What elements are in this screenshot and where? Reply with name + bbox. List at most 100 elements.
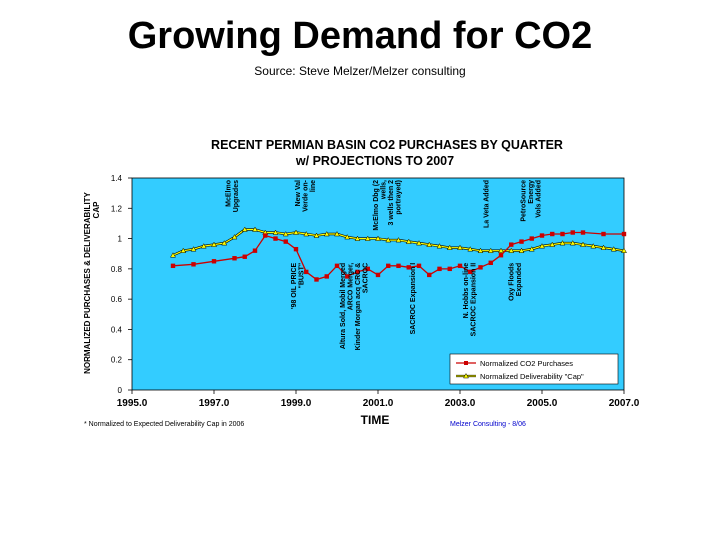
purchases-point bbox=[232, 256, 237, 261]
y-tick-label: 1 bbox=[118, 235, 123, 244]
purchases-point bbox=[386, 263, 391, 269]
deliverability-point bbox=[518, 247, 525, 253]
deliverability-point bbox=[487, 247, 494, 253]
annotation-label: '98 OIL PRICE bbox=[291, 262, 298, 309]
deliverability-point bbox=[569, 240, 576, 246]
deliverability-point bbox=[426, 241, 433, 247]
deliverability-point bbox=[580, 241, 586, 247]
deliverability-point bbox=[272, 229, 279, 235]
annotation-label: Kinder Morgan acq CRC & bbox=[355, 263, 362, 351]
y-tick-label: 0.6 bbox=[111, 295, 123, 304]
purchases-point bbox=[345, 274, 350, 279]
deliverability-point bbox=[344, 234, 351, 240]
deliverability-point bbox=[436, 243, 443, 249]
purchases-point bbox=[427, 272, 432, 278]
deliverability-point bbox=[446, 244, 453, 250]
y-axis-label-line2: CAP bbox=[92, 201, 101, 219]
co2-purchases-chart: RECENT PERMIAN BASIN CO2 PURCHASES BY QU… bbox=[83, 138, 640, 428]
purchases-point bbox=[252, 248, 258, 253]
annotation-label: Oxy Floods bbox=[508, 263, 515, 301]
y-tick-label: 0 bbox=[118, 386, 123, 395]
deliverability-point bbox=[600, 244, 607, 250]
x-tick-label: 2007.0 bbox=[609, 398, 640, 409]
chart-title-line2: w/ PROJECTIONS TO 2007 bbox=[295, 154, 454, 168]
deliverability-point bbox=[528, 246, 535, 252]
chart-frame: RECENT PERMIAN BASIN CO2 PURCHASES BY QU… bbox=[70, 128, 651, 430]
purchases-point bbox=[437, 266, 442, 272]
deliverability-point bbox=[211, 241, 217, 247]
annotation-label: line bbox=[310, 180, 317, 192]
footnote-right: Melzer Consulting - 8/06 bbox=[450, 421, 526, 428]
legend-box bbox=[449, 353, 619, 385]
deliverability-point bbox=[323, 231, 330, 237]
purchases-point bbox=[570, 230, 575, 235]
deliverability-point bbox=[170, 252, 176, 258]
deliverability-point bbox=[559, 240, 566, 246]
deliverability-point bbox=[282, 231, 289, 237]
purchases-point bbox=[457, 263, 463, 269]
purchases-point bbox=[283, 239, 288, 244]
purchases-point bbox=[601, 231, 606, 237]
footnote-left: * Normalized to Expected Deliverability … bbox=[84, 421, 244, 428]
annotation-label: portrayed) bbox=[396, 180, 403, 215]
purchases-point bbox=[375, 272, 381, 278]
deliverability-point bbox=[621, 247, 627, 253]
annotation-label: Altura Sold, Mobil Merged bbox=[340, 263, 347, 349]
purchases-point bbox=[273, 236, 278, 241]
y-tick-label: 0.4 bbox=[111, 325, 123, 334]
purchases-point bbox=[416, 263, 422, 269]
legend-purchases-label: Normalized CO2 Purchases bbox=[480, 359, 573, 368]
legend-deliverability-label: Normalized Deliverability "Cap" bbox=[480, 372, 584, 381]
deliverability-point bbox=[200, 243, 207, 249]
purchases-point bbox=[560, 231, 565, 237]
annotation-label: N. Hobbs on-line bbox=[463, 263, 470, 319]
annotation-label: 3 wells then 2 bbox=[388, 180, 395, 226]
deliverability-point bbox=[610, 246, 617, 252]
purchases-point bbox=[242, 254, 247, 259]
purchases-point bbox=[529, 236, 534, 241]
y-tick-label: 0.8 bbox=[111, 265, 123, 274]
deliverability-point bbox=[221, 240, 228, 246]
purchases-point bbox=[447, 266, 452, 272]
purchases-point bbox=[191, 262, 196, 267]
annotation-label: Expanded bbox=[516, 263, 523, 296]
annotation-label: ARCO Merger, bbox=[348, 263, 355, 311]
purchases-point bbox=[355, 269, 360, 275]
annotation-label: SACROC Expansion II bbox=[471, 263, 478, 337]
deliverability-point bbox=[303, 231, 310, 237]
annotation-label: Vols Added bbox=[536, 180, 543, 218]
deliverability-point bbox=[231, 234, 238, 240]
deliverability-point bbox=[354, 235, 361, 241]
deliverability-point bbox=[385, 237, 392, 243]
deliverability-point bbox=[416, 240, 422, 246]
x-tick-label: 2003.0 bbox=[445, 398, 476, 409]
x-axis-label: TIME bbox=[361, 413, 390, 427]
deliverability-point bbox=[252, 226, 258, 232]
annotation-label: La Veta Added bbox=[484, 180, 491, 228]
purchases-point bbox=[365, 266, 370, 272]
deliverability-point bbox=[313, 232, 320, 238]
x-tick-label: 1997.0 bbox=[199, 398, 230, 409]
purchases-point bbox=[468, 269, 473, 275]
annotation-label: wells, bbox=[381, 180, 388, 200]
deliverability-point bbox=[190, 246, 197, 252]
annotation-label: PetroSource bbox=[521, 180, 528, 222]
x-tick-label: 1995.0 bbox=[117, 398, 148, 409]
deliverability-point bbox=[395, 237, 402, 243]
slide-subtitle: Source: Steve Melzer/Melzer consulting bbox=[254, 64, 466, 78]
y-tick-label: 1.2 bbox=[111, 204, 123, 213]
annotation-label: SACROC bbox=[363, 263, 370, 293]
y-axis-label-line1: NORMALIZED PURCHASES & DELIVERABILITY bbox=[83, 191, 92, 373]
deliverability-point bbox=[180, 247, 187, 253]
deliverability-point bbox=[293, 229, 299, 235]
annotation-label: New Val bbox=[295, 180, 302, 207]
y-tick-label: 0.2 bbox=[111, 356, 123, 365]
deliverability-point bbox=[375, 235, 381, 241]
purchases-point bbox=[304, 269, 309, 275]
deliverability-point bbox=[549, 241, 556, 247]
annotation-label: Energy bbox=[528, 180, 535, 204]
x-tick-label: 2005.0 bbox=[527, 398, 558, 409]
purchases-point bbox=[263, 233, 268, 238]
purchases-point bbox=[406, 265, 411, 270]
annotation-label: McElmo bbox=[225, 180, 232, 207]
